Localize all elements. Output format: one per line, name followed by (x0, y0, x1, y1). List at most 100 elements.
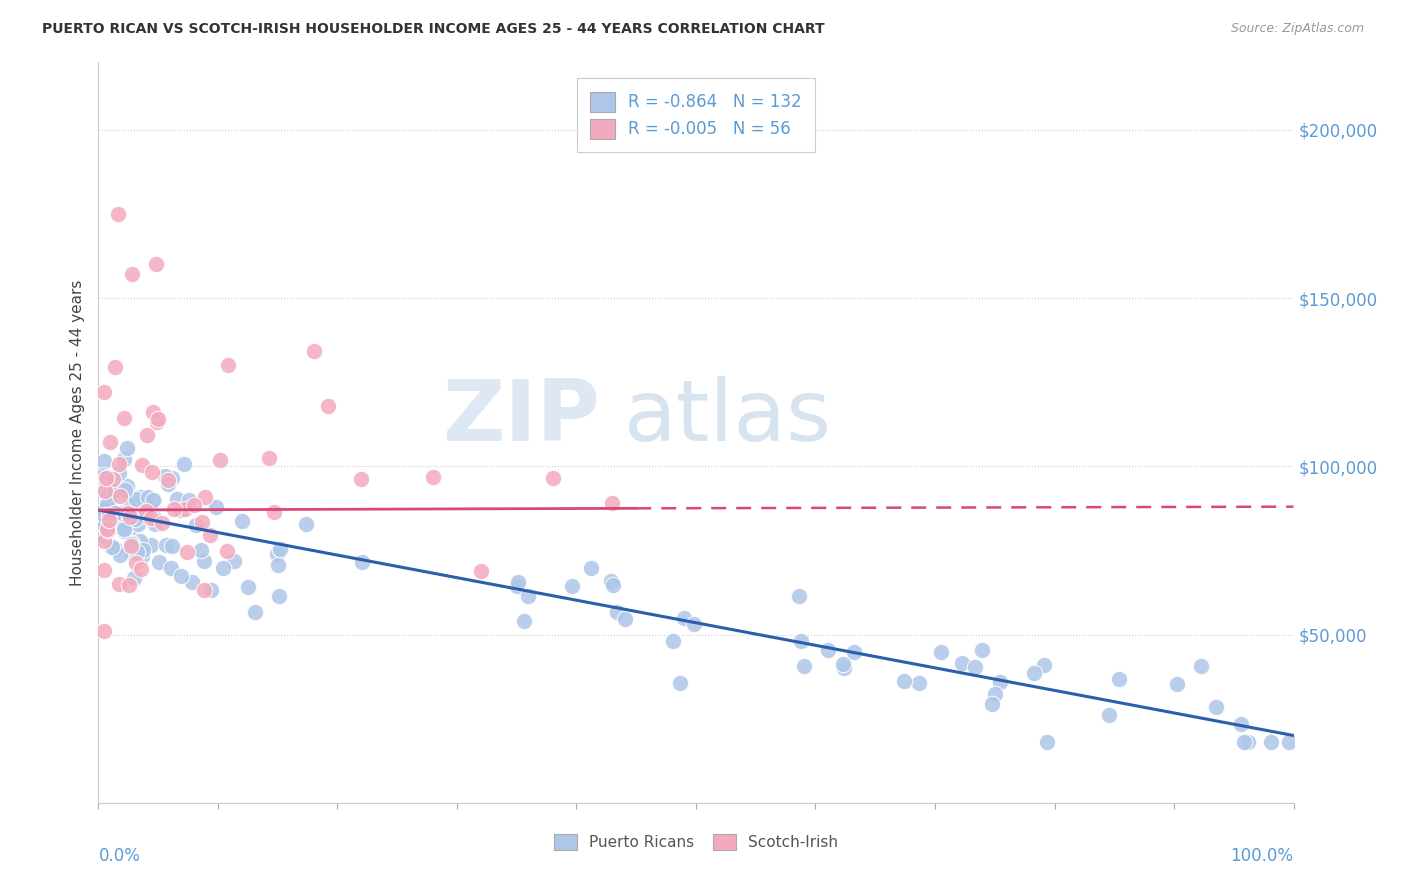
Point (108, 489, 131, 503)
Point (789, 634, 811, 648)
Point (160, 471, 183, 485)
Point (129, 562, 152, 576)
Point (121, 536, 143, 550)
Point (929, 645, 952, 659)
Point (155, 538, 177, 552)
Point (200, 582, 222, 597)
Point (1189, 658, 1212, 673)
Point (136, 490, 159, 504)
Point (190, 543, 212, 558)
Point (157, 476, 180, 491)
Point (176, 545, 198, 559)
Point (112, 451, 135, 466)
Point (166, 491, 188, 506)
Point (832, 661, 855, 675)
Point (115, 478, 138, 492)
Point (1278, 735, 1301, 749)
Point (114, 515, 136, 529)
Point (103, 506, 125, 520)
Point (212, 561, 235, 575)
Point (103, 472, 125, 486)
Point (245, 605, 267, 619)
Text: Source: ZipAtlas.com: Source: ZipAtlas.com (1230, 22, 1364, 36)
Point (93, 523, 115, 537)
Point (131, 458, 153, 472)
Point (141, 510, 163, 524)
Point (1233, 735, 1256, 749)
Point (110, 483, 132, 498)
Point (1022, 666, 1045, 681)
Point (142, 493, 165, 508)
Point (146, 415, 169, 429)
Point (231, 514, 253, 528)
Point (1108, 672, 1130, 686)
Point (98, 434, 121, 449)
Point (134, 508, 156, 523)
Point (793, 659, 815, 673)
Point (1032, 658, 1054, 673)
Point (94, 484, 117, 499)
Point (112, 524, 135, 538)
Y-axis label: Householder Income Ages 25 - 44 years: Householder Income Ages 25 - 44 years (69, 279, 84, 586)
Point (124, 512, 146, 526)
Point (97, 493, 120, 508)
Point (817, 643, 839, 657)
Point (970, 643, 993, 657)
Point (600, 574, 623, 589)
Point (980, 698, 1002, 712)
Point (673, 611, 696, 625)
Point (350, 555, 373, 569)
Point (142, 492, 165, 507)
Point (107, 207, 129, 221)
Point (96, 522, 118, 536)
Point (117, 578, 139, 592)
Point (129, 533, 152, 548)
Point (120, 539, 142, 553)
Point (148, 555, 170, 569)
Point (506, 574, 529, 589)
Point (209, 453, 232, 467)
Point (98, 508, 121, 523)
Point (541, 470, 564, 484)
Point (139, 538, 162, 552)
Point (602, 495, 624, 509)
Point (150, 516, 173, 531)
Point (517, 589, 540, 603)
Point (295, 516, 318, 531)
Point (184, 517, 207, 532)
Point (269, 589, 291, 603)
Point (267, 558, 290, 572)
Point (470, 564, 492, 578)
Point (236, 580, 259, 594)
Point (103, 485, 125, 500)
Point (93, 468, 115, 483)
Point (832, 657, 855, 671)
Point (179, 493, 201, 508)
Point (135, 504, 157, 518)
Point (121, 267, 143, 281)
Point (907, 676, 929, 690)
Point (984, 687, 1007, 701)
Point (112, 522, 135, 536)
Point (193, 553, 215, 567)
Point (138, 500, 160, 514)
Point (129, 490, 152, 504)
Point (105, 541, 128, 556)
Point (963, 659, 986, 673)
Point (156, 473, 179, 487)
Point (93, 508, 115, 523)
Point (125, 492, 148, 507)
Point (613, 612, 636, 626)
Point (143, 516, 166, 531)
Text: PUERTO RICAN VS SCOTCH-IRISH HOUSEHOLDER INCOME AGES 25 - 44 YEARS CORRELATION C: PUERTO RICAN VS SCOTCH-IRISH HOUSEHOLDER… (42, 22, 825, 37)
Point (661, 633, 683, 648)
Point (350, 471, 373, 485)
Point (93, 385, 115, 400)
Point (94, 470, 117, 484)
Point (153, 468, 176, 483)
Point (115, 441, 138, 455)
Point (110, 549, 132, 563)
Point (100, 540, 122, 554)
Point (122, 571, 145, 585)
Point (96, 470, 118, 484)
